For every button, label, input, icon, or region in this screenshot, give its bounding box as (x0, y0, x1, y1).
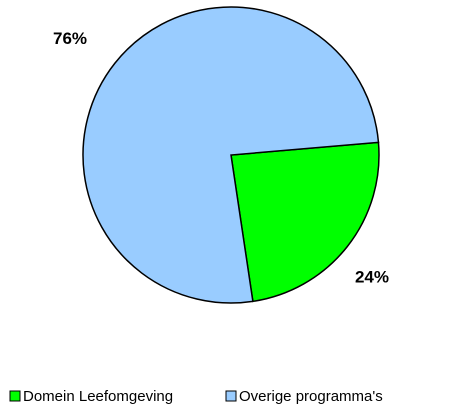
pie-slice (82, 6, 380, 304)
legend-swatch (225, 390, 237, 402)
legend-swatch (9, 390, 21, 402)
value-label: 24% (355, 268, 389, 287)
legend-label: Domein Leefomgeving (23, 388, 173, 405)
pie-slice (230, 141, 380, 303)
legend-label: Overige programma's (239, 388, 383, 405)
value-label: 76% (53, 29, 87, 48)
